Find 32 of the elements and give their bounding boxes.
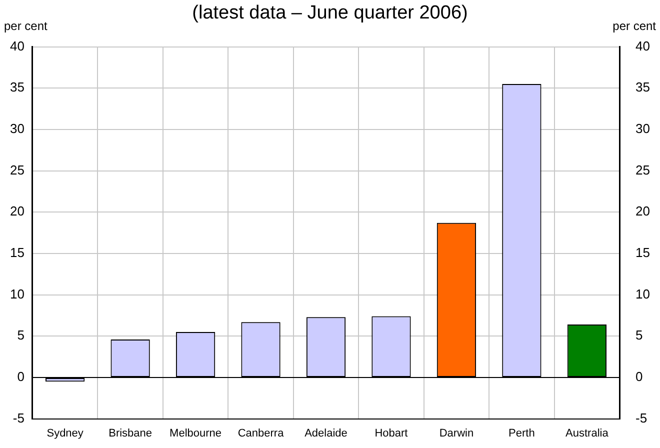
x-tick-label: Brisbane: [108, 427, 152, 440]
x-tick-label: Perth: [508, 427, 535, 440]
y2-tick-label: 30: [636, 121, 650, 136]
y-tick-label: 10: [10, 286, 24, 302]
x-tick-label: Australia: [566, 427, 610, 440]
y2-tick-label: 35: [636, 80, 650, 95]
y-tick-label: 15: [10, 245, 24, 260]
y2-axis-title: per cent: [612, 19, 657, 34]
y-tick-label: 0: [17, 369, 24, 384]
x-tick-label: Canberra: [238, 427, 285, 440]
y2-tick-label: 25: [636, 162, 650, 178]
x-tick-label: Adelaide: [304, 427, 348, 440]
y-tick-label: 40: [10, 38, 24, 54]
x-tick-label: Darwin: [439, 427, 474, 440]
y-tick-label: -5: [12, 410, 24, 426]
x-tick-label: Sydney: [46, 427, 84, 440]
y-axis-title: per cent: [4, 19, 48, 34]
chart-title: (latest data – June quarter 2006): [192, 2, 468, 24]
y2-tick-label: 15: [636, 245, 650, 260]
y2-tick-label: 0: [636, 369, 643, 384]
y-tick-label: 5: [17, 328, 24, 343]
x-tick-label: Hobart: [374, 427, 408, 440]
y-tick-label: 35: [10, 80, 24, 95]
y-tick-label: 25: [10, 162, 24, 178]
y-tick-label: 30: [10, 121, 24, 136]
x-tick-label: Melbourne: [170, 427, 222, 440]
y2-tick-label: -5: [636, 410, 648, 426]
y2-tick-label: 10: [636, 286, 650, 302]
y2-tick-label: 5: [636, 328, 643, 343]
y2-tick-label: 20: [636, 204, 650, 219]
y-tick-label: 20: [10, 204, 24, 219]
y2-tick-label: 40: [636, 38, 650, 54]
